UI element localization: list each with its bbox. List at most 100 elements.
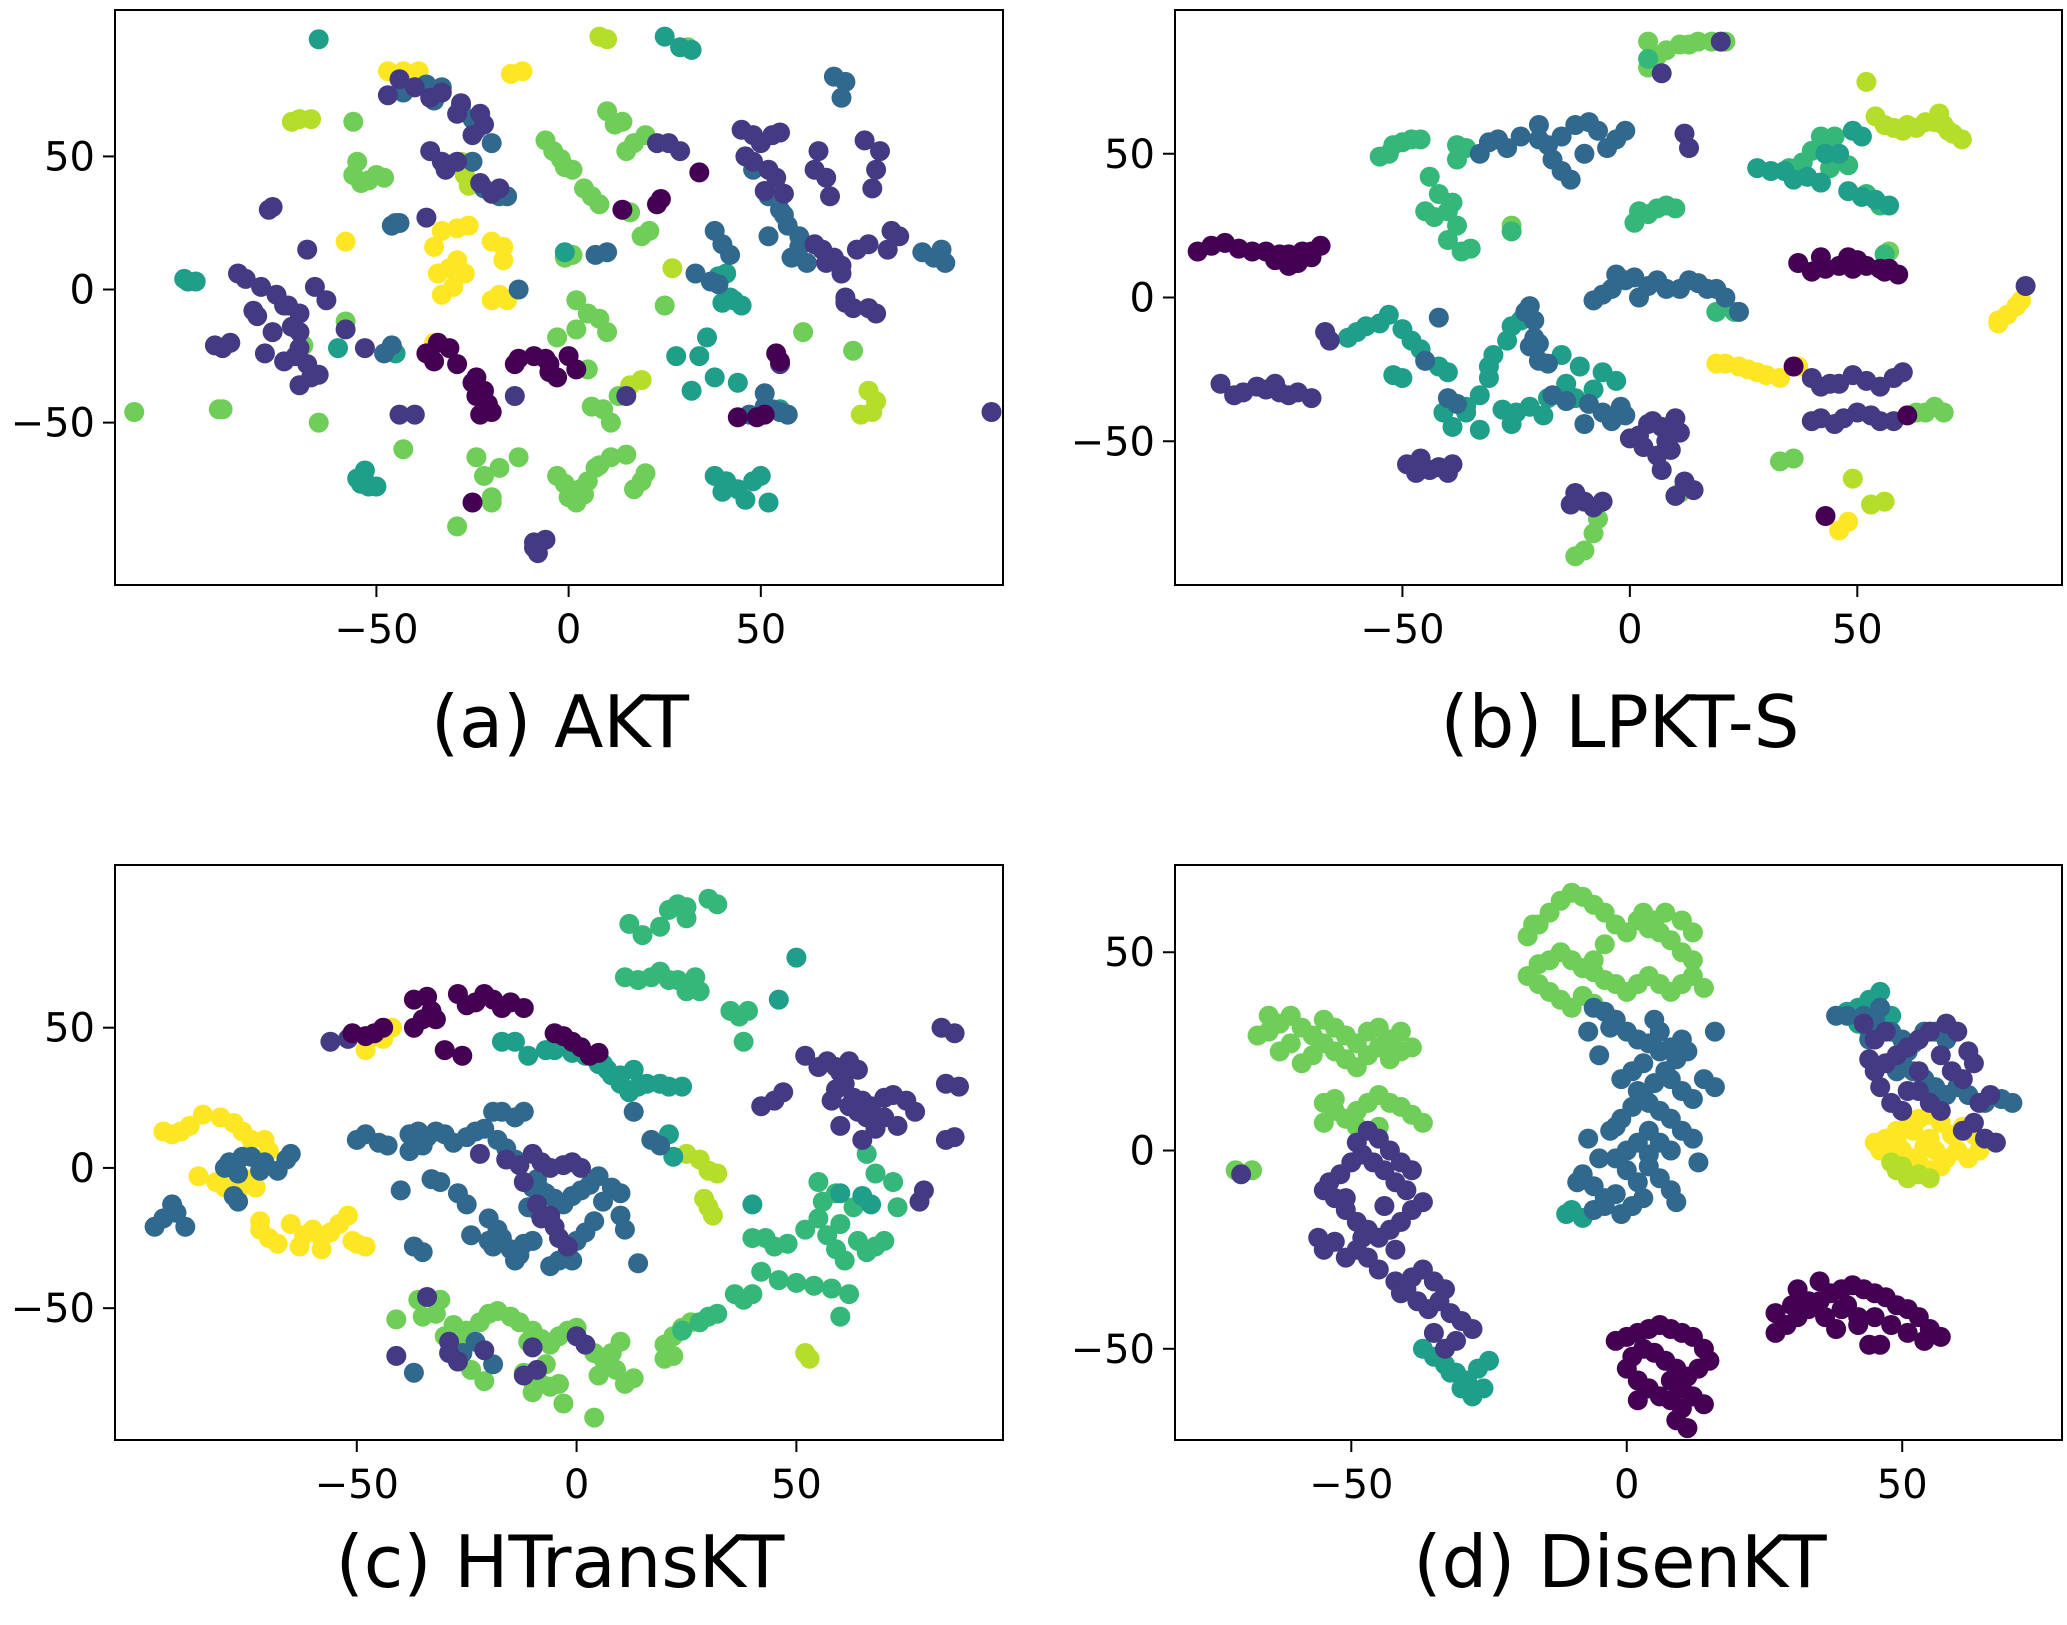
scatter-point [628,1253,649,1274]
plot-frame-d [1174,864,2063,1441]
scatter-point [768,989,789,1010]
scatter-point [452,1045,473,1066]
scatter-point [377,85,398,106]
scatter-point [403,1017,424,1038]
scatter-point [474,1340,495,1361]
y-tick-label: 50 [1104,930,1155,976]
scatter-point [1856,71,1877,92]
scatter-point [1864,1307,1885,1328]
scatter-point [831,87,852,108]
scatter-point [289,1236,310,1257]
scatter-point [489,178,510,199]
scatter-point [742,1194,763,1215]
scatter-point [1666,1192,1687,1213]
scatter-point [1638,48,1659,69]
scatter-point [1469,419,1490,440]
scatter-point [1423,1322,1444,1343]
scatter-point [812,1191,833,1212]
scatter-point [1682,1089,1703,1109]
scatter-point [1301,247,1322,268]
scatter-point [424,236,445,257]
scatter-point [793,322,814,343]
scatter-point [566,319,587,340]
scatter-point [512,61,533,82]
scatter-point [328,338,348,359]
scatter-point [404,404,425,425]
scatter-point [786,1272,807,1293]
scatter-point [697,327,717,348]
scatter-point [707,1163,728,1184]
scatter-point [1528,333,1549,354]
scatter-point [377,1135,398,1156]
y-tick-label: 0 [1130,276,1155,322]
scatter-point [597,322,618,343]
scatter-point [1638,31,1659,52]
scatter-point [431,82,452,103]
scatter-point [1671,1378,1692,1399]
scatter-point [689,162,710,183]
scatter-point [1848,1315,1869,1335]
scatter-point [404,77,425,98]
scatter-point [1337,327,1358,348]
scatter-point [1515,301,1536,322]
scatter-point [1313,1112,1334,1133]
scatter-point [1469,143,1490,164]
scatter-point [1583,523,1604,544]
scatter-point [1682,922,1703,943]
scatter-point [2015,276,2036,296]
scatter-point [777,404,798,425]
scatter-point [588,1365,609,1386]
scatter-point [834,1250,855,1271]
scatter-point [289,375,310,396]
scatter-point [650,916,671,937]
scatter-point [421,1169,442,1190]
scatter-point [1809,1271,1830,1292]
scatter-point [883,1172,904,1192]
scatter-point [1892,1156,1913,1177]
scatter-point [1682,1128,1703,1149]
scatter-point [1560,169,1581,190]
scatter-point [858,234,879,255]
scatter-point [1390,1041,1411,1062]
scatter-point [1870,981,1891,1002]
scatter-point [887,1197,908,1218]
scatter-point [708,274,729,295]
scatter-point [754,181,775,201]
scatter-point [712,481,733,502]
scatter-point [462,492,483,513]
scatter-point [1335,1188,1356,1209]
scatter-point [466,367,487,388]
scatter-point [1963,1112,1984,1133]
scatter-point [1853,1013,1874,1034]
scatter-point [1324,1089,1345,1109]
scatter-point [1729,301,1749,322]
y-tick-label: 50 [1104,132,1155,178]
scatter-point [162,1194,183,1215]
scatter-point [540,1256,561,1277]
scatter-point [1837,1005,1858,1026]
scatter-point [280,1143,301,1164]
scatter-point [1437,230,1458,250]
y-tick-label: −50 [11,1286,95,1332]
scatter-point [1556,1204,1577,1224]
scatter-point [493,250,514,271]
scatter-point [754,383,775,404]
scatter-point [796,252,817,273]
scatter-point [1788,253,1809,273]
scatter-point [386,1345,407,1366]
scatter-point [786,947,807,968]
scatter-point [470,103,491,124]
scatter-point [1424,207,1445,227]
scatter-point [733,1031,754,1052]
x-tick-label: −50 [315,1462,399,1508]
scatter-point [1933,402,1954,423]
scatter-point [431,220,452,241]
scatter-point [670,141,691,162]
scatter-point [2002,1092,2023,1113]
scatter-point [289,322,310,343]
scatter-point [808,1208,829,1229]
scatter-point [1936,1013,1957,1034]
scatter-point [588,1042,609,1063]
scatter-point [1415,350,1436,371]
